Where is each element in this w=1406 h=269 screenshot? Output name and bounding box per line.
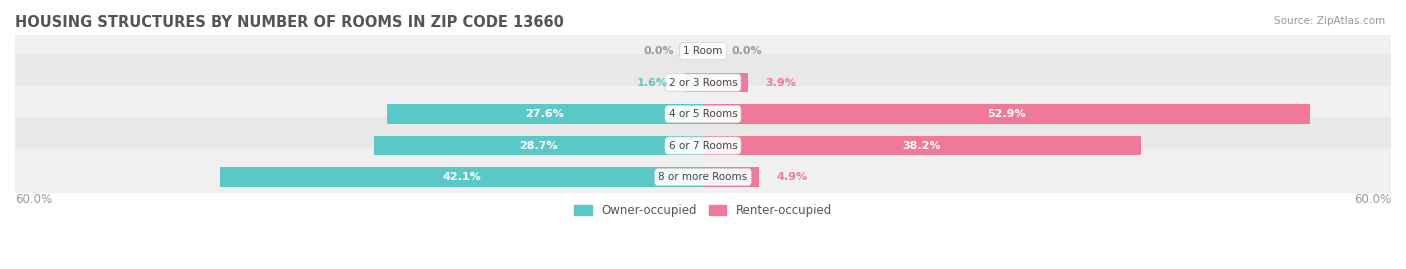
Text: 8 or more Rooms: 8 or more Rooms — [658, 172, 748, 182]
Bar — [374, 136, 703, 155]
FancyBboxPatch shape — [10, 86, 1396, 142]
Text: 4 or 5 Rooms: 4 or 5 Rooms — [669, 109, 737, 119]
Bar — [703, 104, 1309, 124]
Text: 0.0%: 0.0% — [644, 46, 675, 56]
Legend: Owner-occupied, Renter-occupied: Owner-occupied, Renter-occupied — [569, 199, 837, 222]
Text: 4.9%: 4.9% — [776, 172, 807, 182]
Text: 0.0%: 0.0% — [731, 46, 762, 56]
Bar — [221, 167, 703, 187]
FancyBboxPatch shape — [10, 117, 1396, 174]
Bar — [685, 73, 703, 92]
Bar — [703, 136, 1142, 155]
Bar — [703, 167, 759, 187]
Bar — [387, 104, 703, 124]
Text: 60.0%: 60.0% — [1354, 193, 1391, 206]
Text: 2 or 3 Rooms: 2 or 3 Rooms — [669, 77, 737, 88]
Text: 28.7%: 28.7% — [519, 141, 558, 151]
Text: HOUSING STRUCTURES BY NUMBER OF ROOMS IN ZIP CODE 13660: HOUSING STRUCTURES BY NUMBER OF ROOMS IN… — [15, 15, 564, 30]
Text: 52.9%: 52.9% — [987, 109, 1025, 119]
Text: Source: ZipAtlas.com: Source: ZipAtlas.com — [1274, 16, 1385, 26]
Text: 3.9%: 3.9% — [765, 77, 796, 88]
Bar — [703, 73, 748, 92]
Text: 6 or 7 Rooms: 6 or 7 Rooms — [669, 141, 737, 151]
FancyBboxPatch shape — [10, 54, 1396, 111]
Text: 27.6%: 27.6% — [526, 109, 564, 119]
Text: 38.2%: 38.2% — [903, 141, 941, 151]
FancyBboxPatch shape — [10, 149, 1396, 206]
Text: 60.0%: 60.0% — [15, 193, 52, 206]
FancyBboxPatch shape — [10, 23, 1396, 79]
Text: 1 Room: 1 Room — [683, 46, 723, 56]
Text: 42.1%: 42.1% — [443, 172, 481, 182]
Text: 1.6%: 1.6% — [637, 77, 668, 88]
